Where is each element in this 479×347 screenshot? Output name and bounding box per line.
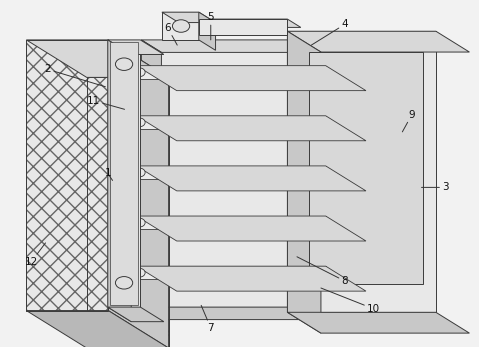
Text: 5: 5 [207, 12, 214, 40]
Polygon shape [287, 31, 321, 333]
Polygon shape [108, 40, 131, 322]
Circle shape [133, 68, 145, 77]
Polygon shape [141, 40, 287, 307]
Polygon shape [309, 51, 423, 284]
Circle shape [115, 58, 133, 70]
Text: 4: 4 [311, 19, 348, 45]
Text: 8: 8 [297, 257, 348, 286]
Polygon shape [26, 311, 169, 347]
Polygon shape [199, 19, 287, 35]
Text: 11: 11 [87, 96, 125, 109]
Polygon shape [199, 19, 301, 27]
Circle shape [133, 218, 145, 227]
Text: 12: 12 [24, 243, 46, 267]
Bar [87, 77, 169, 347]
Polygon shape [137, 166, 326, 179]
Circle shape [133, 118, 145, 127]
Circle shape [172, 20, 190, 32]
Polygon shape [162, 12, 216, 23]
Polygon shape [141, 40, 161, 320]
Polygon shape [141, 40, 308, 52]
Text: 7: 7 [201, 305, 214, 333]
Polygon shape [199, 12, 216, 50]
Polygon shape [137, 216, 326, 229]
Polygon shape [137, 166, 366, 191]
Polygon shape [26, 40, 169, 77]
Polygon shape [137, 66, 366, 91]
Polygon shape [137, 66, 326, 79]
Circle shape [133, 168, 145, 177]
Bar [26, 40, 108, 311]
Polygon shape [287, 312, 469, 333]
Polygon shape [108, 307, 164, 322]
Text: 6: 6 [164, 23, 177, 45]
Polygon shape [137, 216, 366, 241]
Polygon shape [137, 266, 366, 291]
Polygon shape [137, 266, 326, 279]
Polygon shape [287, 31, 469, 52]
Polygon shape [108, 40, 169, 347]
Text: 2: 2 [45, 65, 105, 87]
Polygon shape [137, 116, 366, 141]
Polygon shape [108, 40, 140, 307]
Text: 1: 1 [104, 169, 113, 180]
Text: 3: 3 [422, 183, 449, 192]
Polygon shape [108, 40, 164, 54]
Text: 10: 10 [321, 288, 380, 314]
Polygon shape [162, 12, 199, 40]
Circle shape [133, 268, 145, 277]
Text: 9: 9 [402, 110, 415, 132]
Polygon shape [287, 31, 436, 312]
Polygon shape [87, 77, 169, 347]
Polygon shape [141, 307, 308, 320]
Polygon shape [110, 42, 138, 305]
Circle shape [115, 277, 133, 289]
Polygon shape [137, 116, 326, 129]
